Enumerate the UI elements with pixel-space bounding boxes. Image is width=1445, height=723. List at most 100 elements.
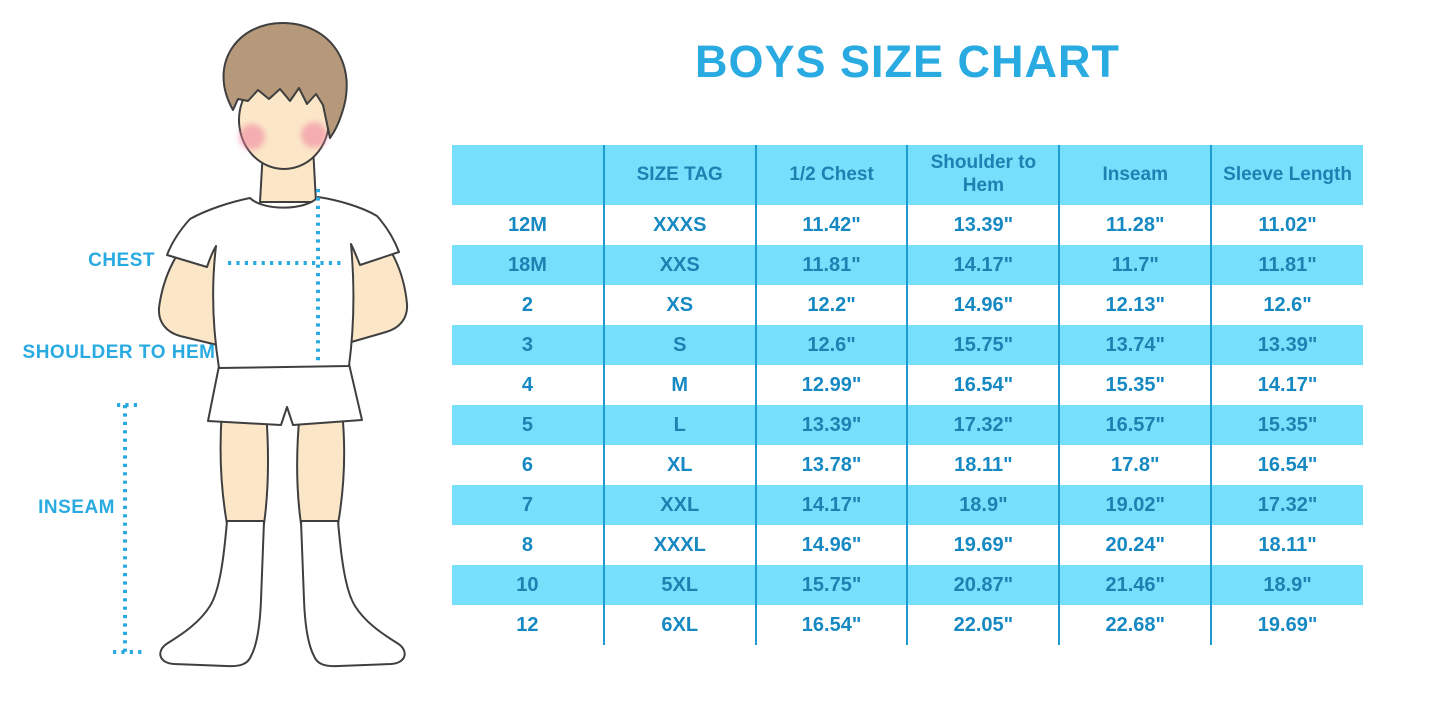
size-cell: 3 xyxy=(521,333,533,356)
value-cell: 6XL xyxy=(602,605,756,645)
size-cell: 12M xyxy=(507,213,547,236)
table-row: 8 XXXL 14.96" 19.69" 20.24" 18.11" xyxy=(452,525,1363,565)
value-cell: 13.74" xyxy=(1058,325,1212,365)
value-cell: 15.35" xyxy=(1210,405,1363,445)
table-row: 12M XXXS 11.42" 13.39" 11.28" 11.02" xyxy=(452,205,1363,245)
value-cell: 22.05" xyxy=(906,605,1060,645)
table-row: 2 XS 12.2" 14.96" 12.13" 12.6" xyxy=(452,285,1363,325)
size-cell: 5 xyxy=(521,413,533,436)
value-cell: 19.69" xyxy=(1210,605,1363,645)
table-row: 10 5XL 15.75" 20.87" 21.46" 18.9" xyxy=(452,565,1363,605)
size-cell: 8 xyxy=(521,533,533,556)
t-shirt xyxy=(166,196,400,369)
value-cell: 17.8" xyxy=(1058,445,1212,485)
value-cell: 16.54" xyxy=(754,605,908,645)
value-cell: 14.96" xyxy=(754,525,908,565)
shoulder-to-hem-label: SHOULDER TO HEM xyxy=(22,342,216,363)
value-cell: 12.6" xyxy=(754,325,908,365)
column-header xyxy=(452,145,604,205)
value-cell: XXS xyxy=(602,245,756,285)
value-cell: 11.28" xyxy=(1058,205,1212,245)
value-cell: 12.6" xyxy=(1210,285,1363,325)
column-header: SIZE TAG xyxy=(602,145,756,205)
value-cell: 18.11" xyxy=(1210,525,1363,565)
value-cell: 14.17" xyxy=(754,485,908,525)
right-sock xyxy=(300,520,406,668)
value-cell: S xyxy=(602,325,756,365)
value-cell: 11.7" xyxy=(1058,245,1212,285)
value-cell: 19.02" xyxy=(1058,485,1212,525)
column-header: 1/2 Chest xyxy=(754,145,908,205)
size-cell: 10 xyxy=(516,573,539,596)
value-cell: 16.54" xyxy=(1210,445,1363,485)
value-cell: XS xyxy=(602,285,756,325)
value-cell: 14.17" xyxy=(906,245,1060,285)
size-cell: 7 xyxy=(521,493,533,516)
value-cell: 15.35" xyxy=(1058,365,1212,405)
value-cell: 13.78" xyxy=(754,445,908,485)
value-cell: 18.9" xyxy=(1210,565,1363,605)
value-cell: 22.68" xyxy=(1058,605,1212,645)
table-row: 12 6XL 16.54" 22.05" 22.68" 19.69" xyxy=(452,605,1363,645)
value-cell: M xyxy=(602,365,756,405)
size-cell: 18M xyxy=(507,253,547,276)
value-cell: 15.75" xyxy=(906,325,1060,365)
value-cell: 18.9" xyxy=(906,485,1060,525)
hair xyxy=(222,21,348,139)
shorts xyxy=(207,363,363,426)
value-cell: 11.81" xyxy=(1210,245,1363,285)
boy-figure-illustration: CHEST SHOULDER TO HEM INSEAM xyxy=(0,0,450,723)
table-header: SIZE TAG 1/2 Chest Shoulder to Hem Inseam Sl… xyxy=(452,145,1363,205)
boy-drawing xyxy=(113,21,409,668)
size-cell: 4 xyxy=(521,373,533,396)
size-cell: 12 xyxy=(516,613,539,636)
value-cell: 11.42" xyxy=(754,205,908,245)
table-row: 5 L 13.39" 17.32" 16.57" 15.35" xyxy=(452,405,1363,445)
value-cell: 20.24" xyxy=(1058,525,1212,565)
blush-left xyxy=(239,124,265,150)
value-cell: 18.11" xyxy=(906,445,1060,485)
column-header: Inseam xyxy=(1058,145,1212,205)
chest-label: CHEST xyxy=(88,250,155,271)
value-cell: 19.69" xyxy=(906,525,1060,565)
value-cell: 16.54" xyxy=(906,365,1060,405)
value-cell: 16.57" xyxy=(1058,405,1212,445)
table-row: 7 XXL 14.17" 18.9" 19.02" 17.32" xyxy=(452,485,1363,525)
column-header: Sleeve Length xyxy=(1210,145,1363,205)
value-cell: 20.87" xyxy=(906,565,1060,605)
value-cell: 12.13" xyxy=(1058,285,1212,325)
size-table: SIZE TAG 1/2 Chest Shoulder to Hem Inseam Sl… xyxy=(452,145,1363,645)
value-cell: L xyxy=(602,405,756,445)
page-title: BOYS SIZE CHART xyxy=(694,36,1121,87)
value-cell: 14.17" xyxy=(1210,365,1363,405)
value-cell: 15.75" xyxy=(754,565,908,605)
table-row: 6 XL 13.78" 18.11" 17.8" 16.54" xyxy=(452,445,1363,485)
value-cell: 13.39" xyxy=(1210,325,1363,365)
value-cell: 17.32" xyxy=(906,405,1060,445)
table-row: 4 M 12.99" 16.54" 15.35" 14.17" xyxy=(452,365,1363,405)
size-cell: 2 xyxy=(521,293,533,316)
value-cell: XXL xyxy=(602,485,756,525)
value-cell: 12.2" xyxy=(754,285,908,325)
left-leg xyxy=(219,409,270,525)
value-cell: 12.99" xyxy=(754,365,908,405)
value-cell: 17.32" xyxy=(1210,485,1363,525)
table-row: 18M XXS 11.81" 14.17" 11.7" 11.81" xyxy=(452,245,1363,285)
value-cell: 21.46" xyxy=(1058,565,1212,605)
value-cell: 13.39" xyxy=(906,205,1060,245)
size-cell: 6 xyxy=(521,453,533,476)
table-header-row: SIZE TAG 1/2 Chest Shoulder to Hem Inseam Sl… xyxy=(452,145,1363,205)
value-cell: 13.39" xyxy=(754,405,908,445)
value-cell: 11.81" xyxy=(754,245,908,285)
left-sock xyxy=(159,520,265,668)
column-header: Shoulder to Hem xyxy=(906,145,1060,205)
table-body: 12M XXXS 11.42" 13.39" 11.28" 11.02" 18M XXS 11.… xyxy=(452,205,1363,645)
value-cell: XL xyxy=(602,445,756,485)
value-cell: 11.02" xyxy=(1210,205,1363,245)
table-row: 3 S 12.6" 15.75" 13.74" 13.39" xyxy=(452,325,1363,365)
right-leg xyxy=(296,409,346,525)
inseam-label: INSEAM xyxy=(38,497,115,518)
value-cell: 14.96" xyxy=(906,285,1060,325)
value-cell: 5XL xyxy=(602,565,756,605)
blush-right xyxy=(301,122,327,148)
